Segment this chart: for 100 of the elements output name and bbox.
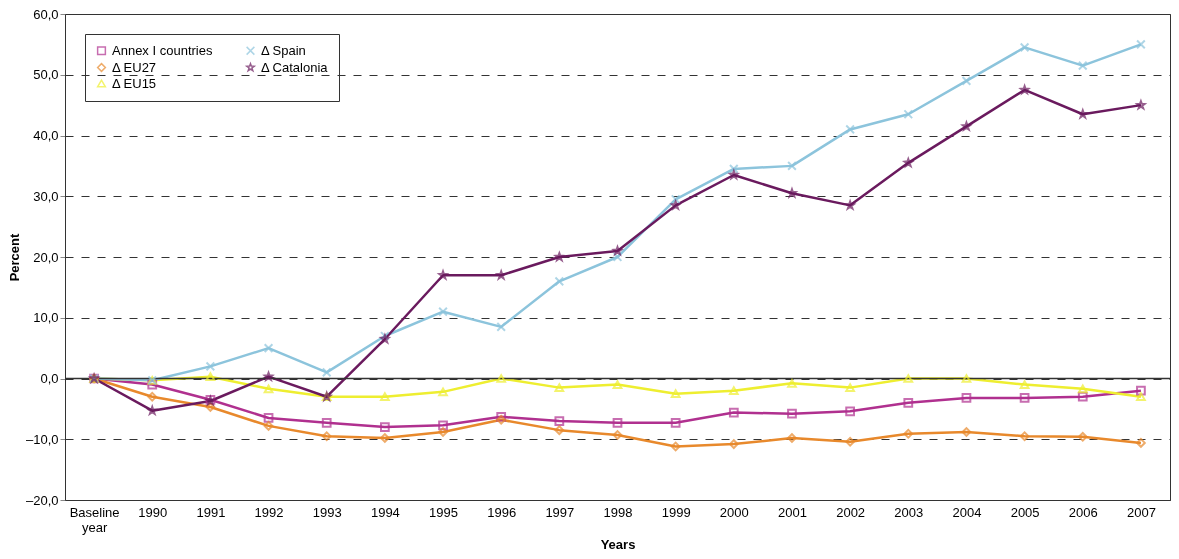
x-tick-label: 2004 [952,504,982,520]
y-tick-label: 10,0 [33,310,59,326]
point [728,439,739,449]
x-tick-label: 2007 [1126,504,1156,520]
x-tick-label: 2002 [836,504,866,520]
point [554,425,565,436]
point [321,367,332,378]
point [438,306,448,317]
x-tick-label: 1995 [429,504,458,520]
point [263,413,274,423]
point [554,416,565,426]
point [728,386,739,395]
point [787,408,797,419]
point [438,420,448,431]
point [1136,385,1146,396]
point [845,406,855,417]
point [845,383,855,392]
x-tick-label: 1992 [254,504,284,520]
point [961,75,972,86]
legend-label: Δ Catalonia [261,59,329,75]
x-tick-label: 2001 [778,504,807,520]
point [321,431,332,442]
point [1019,42,1030,53]
y-tick-label: 50,0 [33,67,59,83]
point [438,427,448,437]
y-axis-title: Percent [6,232,22,282]
point [961,427,972,437]
x-tick-label: 1991 [196,504,226,520]
point [380,392,390,402]
point [1136,392,1146,402]
point [321,417,332,428]
point [903,397,914,408]
point [380,433,390,443]
point [496,374,507,383]
x-tick-label: 1993 [312,504,342,520]
x-axis-title: Years [600,536,636,552]
point [612,430,623,440]
x-tick-label: 1998 [603,504,633,520]
point [670,389,681,399]
point [1019,431,1030,442]
point [612,252,623,262]
point [554,383,565,392]
point [263,384,274,394]
point [787,433,797,443]
point [670,417,681,428]
legend-label: Δ EU27 [112,59,157,75]
point [1019,380,1030,389]
point [205,372,216,382]
y-tick-label: 20,0 [33,249,59,265]
x-tick-label: 2000 [719,504,749,520]
point [670,441,681,452]
x-tick-label: 1990 [138,504,168,520]
point [205,402,216,412]
point [263,421,274,431]
point [670,194,681,205]
point [1077,391,1088,402]
point [903,428,914,439]
point [728,164,739,174]
point [496,321,507,332]
point [787,161,797,171]
point [147,391,158,402]
x-tick-label: 1997 [545,504,575,520]
x-tick-label: 2003 [894,504,924,520]
point [438,387,448,397]
x-tick-label: 1999 [661,504,691,520]
point [1077,431,1088,442]
y-tick-label: 0,0 [40,371,59,386]
y-tick-label: 60,0 [33,6,59,22]
y-tick-label: 40,0 [33,128,59,143]
point [1136,39,1146,50]
point [147,379,158,390]
point [554,276,565,287]
y-tick-label: 30,0 [33,188,59,204]
y-tick-label: –20,0 [25,492,59,508]
point [787,379,797,388]
point [205,361,216,372]
point [263,343,274,353]
point [612,417,623,428]
point [961,393,972,403]
point [845,436,855,447]
point [903,374,914,383]
legend-label: Annex I countries [112,42,213,58]
point [1077,60,1088,71]
x-tick-label: Baseline year [69,504,120,535]
x-tick-label: 2006 [1068,504,1098,520]
x-tick-label: 1996 [487,504,517,520]
point [728,407,739,418]
legend-label: Δ Spain [261,42,306,58]
x-tick-label: 1994 [370,504,400,520]
point [1019,393,1030,403]
point [903,109,914,120]
point [380,422,390,432]
point [612,380,623,389]
point [961,374,972,383]
point [845,124,855,135]
x-tick-label: 2005 [1010,504,1040,520]
point [1136,438,1146,448]
legend-label: Δ EU15 [112,75,157,91]
point [1077,384,1088,394]
y-tick-label: –10,0 [25,431,59,447]
